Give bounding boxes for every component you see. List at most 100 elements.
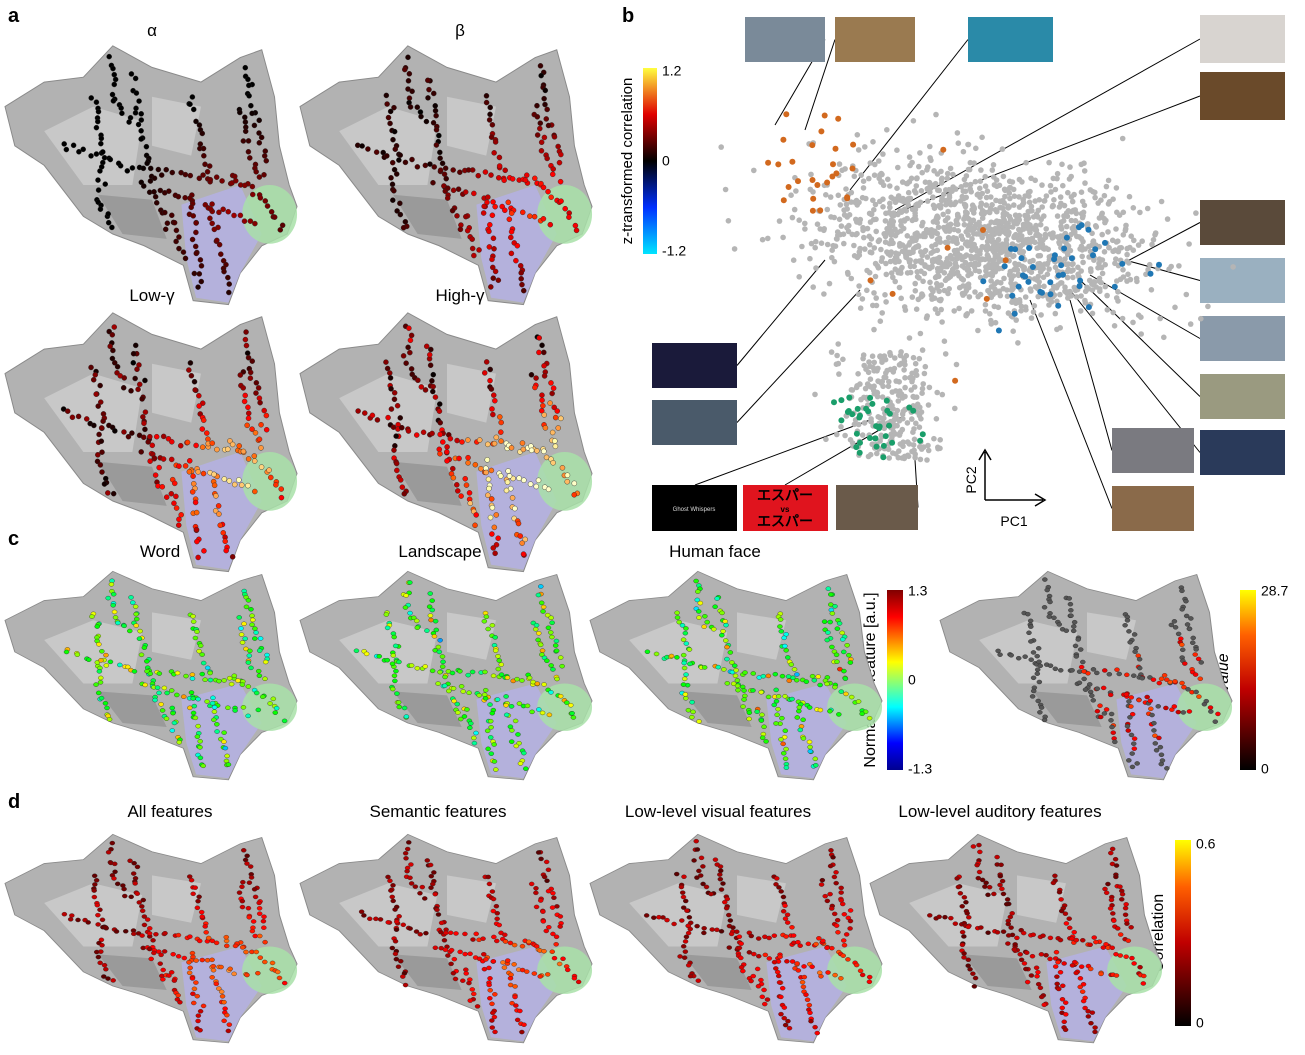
- scene-point: [1078, 293, 1084, 299]
- panel-title: All features: [127, 802, 212, 821]
- scene-point: [968, 239, 974, 245]
- electrode: [720, 881, 725, 885]
- electrode: [386, 920, 391, 924]
- electrode: [1148, 707, 1153, 711]
- electrode: [504, 713, 509, 717]
- electrode: [147, 931, 152, 935]
- electrode: [406, 326, 411, 331]
- electrode: [142, 923, 147, 927]
- electrode: [482, 967, 487, 971]
- electrode: [807, 1003, 812, 1007]
- electrode: [200, 915, 205, 919]
- electrode: [683, 692, 688, 696]
- electrode: [254, 169, 259, 174]
- electrode: [113, 77, 118, 82]
- electrode: [146, 439, 151, 444]
- electrode: [977, 870, 982, 874]
- electrode: [1187, 709, 1192, 713]
- electrode: [1028, 619, 1033, 623]
- electrode: [506, 200, 511, 205]
- electrode: [684, 935, 689, 939]
- electrode: [172, 481, 177, 486]
- electrode: [194, 510, 199, 515]
- scene-point: [1092, 190, 1098, 196]
- scene-point: [961, 149, 967, 155]
- scene-point: [890, 291, 896, 297]
- scene-point: [1070, 261, 1076, 267]
- electrode: [1093, 1026, 1098, 1030]
- electrode: [274, 706, 279, 710]
- electrode: [393, 147, 398, 152]
- scene-point: [987, 311, 993, 317]
- electrode: [443, 166, 448, 171]
- electrode: [1156, 704, 1161, 708]
- electrode: [1048, 600, 1053, 604]
- electrode: [127, 120, 132, 125]
- scene-point: [723, 187, 729, 193]
- electrode: [192, 987, 197, 991]
- electrode: [279, 486, 284, 491]
- scene-point: [1114, 278, 1120, 284]
- electrode: [140, 934, 145, 938]
- electrode: [253, 895, 258, 899]
- scene-point: [810, 284, 816, 290]
- electrode: [106, 211, 111, 216]
- electrode: [388, 109, 393, 114]
- electrode: [142, 378, 147, 383]
- electrode: [541, 449, 546, 454]
- electrode: [491, 246, 496, 251]
- scene-point: [856, 292, 862, 298]
- electrode: [388, 889, 393, 893]
- electrode: [450, 208, 455, 213]
- electrode: [999, 887, 1004, 891]
- electrode: [835, 930, 840, 934]
- scene-point: [881, 443, 887, 449]
- electrode: [220, 178, 225, 183]
- scene-point: [1007, 196, 1013, 202]
- scene-point: [1002, 263, 1008, 269]
- electrode: [495, 654, 500, 658]
- electrode: [491, 959, 496, 963]
- electrode: [243, 337, 248, 342]
- scene-point: [925, 254, 931, 260]
- scene-point: [887, 411, 893, 417]
- electrode: [418, 109, 423, 114]
- scene-point: [881, 183, 887, 189]
- electrode: [1042, 577, 1047, 581]
- scene-point: [831, 399, 837, 405]
- axis-label: PC1: [1000, 513, 1027, 529]
- electrode: [781, 742, 786, 746]
- electrode: [953, 922, 958, 926]
- scene-point: [929, 287, 935, 293]
- scene-point: [1106, 178, 1112, 184]
- electrode: [824, 946, 829, 950]
- scene-point: [1060, 272, 1066, 278]
- electrode: [525, 704, 530, 708]
- scene-point: [966, 142, 972, 148]
- electrode: [787, 679, 792, 683]
- scene-point: [993, 198, 999, 204]
- electrode: [538, 898, 543, 902]
- electrode: [92, 882, 97, 886]
- scene-point: [955, 130, 961, 136]
- scene-point: [884, 398, 890, 404]
- colorbar-tick: -1.3: [908, 761, 932, 777]
- scene-point: [853, 217, 859, 223]
- electrode: [384, 612, 389, 616]
- electrode: [832, 912, 837, 916]
- electrode: [679, 918, 684, 922]
- auditory-area: [537, 947, 592, 994]
- electrode: [483, 696, 488, 700]
- electrode: [202, 162, 207, 167]
- scene-point: [1152, 232, 1158, 238]
- electrode: [776, 694, 781, 698]
- electrode: [432, 634, 437, 638]
- electrode: [790, 697, 795, 701]
- scene-point: [809, 142, 815, 148]
- electrode: [176, 234, 181, 239]
- electrode: [1125, 618, 1130, 622]
- electrode: [927, 913, 932, 917]
- electrode: [198, 1009, 203, 1013]
- electrode: [265, 653, 270, 657]
- electrode: [1138, 965, 1143, 969]
